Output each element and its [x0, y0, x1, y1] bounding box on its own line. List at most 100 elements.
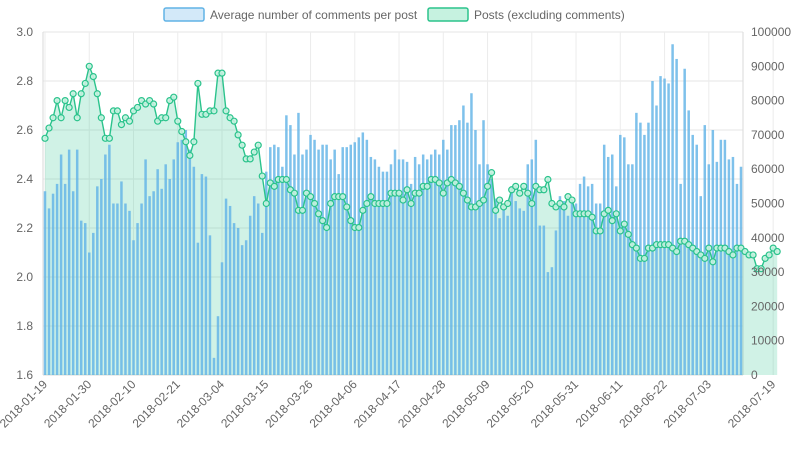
posts-point[interactable] [41, 134, 49, 142]
bar[interactable] [180, 139, 184, 375]
posts-point[interactable] [89, 72, 97, 81]
bar[interactable] [566, 215, 570, 375]
bar[interactable] [578, 183, 582, 375]
bar[interactable] [442, 139, 445, 375]
bar[interactable] [635, 112, 638, 375]
posts-point[interactable] [298, 206, 307, 214]
bar[interactable] [140, 203, 143, 376]
bar[interactable] [309, 134, 312, 375]
bar[interactable] [353, 142, 357, 375]
bar[interactable] [47, 208, 51, 375]
bar[interactable] [345, 147, 348, 375]
bar[interactable] [321, 144, 324, 375]
bar[interactable] [176, 142, 180, 375]
posts-point[interactable] [483, 182, 492, 190]
posts-point[interactable] [640, 254, 649, 262]
bar[interactable] [269, 147, 272, 375]
posts-point[interactable] [282, 175, 290, 184]
posts-point[interactable] [105, 134, 113, 142]
posts-point[interactable] [395, 189, 403, 197]
bar[interactable] [514, 201, 517, 375]
posts-point[interactable] [491, 206, 500, 214]
bar[interactable] [623, 137, 626, 375]
legend-item-avg-comments[interactable]: Average number of comments per post [163, 7, 418, 22]
bar[interactable] [606, 156, 610, 375]
bar[interactable] [450, 125, 453, 375]
posts-point[interactable] [403, 186, 411, 194]
bar[interactable] [333, 149, 336, 375]
bar[interactable] [116, 203, 119, 376]
posts-point[interactable] [306, 193, 315, 201]
posts-point[interactable] [65, 103, 73, 112]
posts-point[interactable] [616, 227, 624, 235]
posts-point[interactable] [310, 199, 319, 208]
bar[interactable] [675, 58, 678, 375]
bar[interactable] [144, 159, 147, 375]
bar[interactable] [108, 144, 111, 375]
bar[interactable] [409, 183, 413, 375]
bar[interactable] [429, 154, 433, 376]
bar[interactable] [389, 164, 393, 375]
bar[interactable] [228, 205, 232, 375]
bar[interactable] [679, 183, 682, 375]
posts-point[interactable] [439, 189, 447, 197]
bar[interactable] [462, 105, 465, 376]
bar[interactable] [337, 174, 340, 375]
bar[interactable] [192, 166, 196, 375]
posts-point[interactable] [612, 210, 620, 218]
posts-point[interactable] [709, 258, 717, 266]
posts-point[interactable] [343, 203, 351, 211]
bar[interactable] [562, 201, 566, 375]
bar[interactable] [156, 169, 159, 375]
bar[interactable] [277, 147, 280, 375]
bar[interactable] [152, 191, 155, 375]
bar[interactable] [317, 149, 320, 375]
bar[interactable] [454, 125, 457, 375]
bar[interactable] [128, 210, 131, 375]
bar[interactable] [273, 144, 276, 375]
bar[interactable] [172, 159, 175, 375]
posts-point[interactable] [234, 131, 242, 139]
bar[interactable] [240, 245, 244, 375]
posts-point[interactable] [190, 138, 198, 146]
posts-point[interactable] [359, 206, 367, 214]
posts-point[interactable] [314, 210, 323, 218]
posts-point[interactable] [61, 96, 69, 105]
posts-point[interactable] [327, 199, 335, 208]
bar[interactable] [723, 139, 727, 375]
posts-point[interactable] [383, 199, 391, 208]
posts-point[interactable] [73, 114, 81, 122]
bar[interactable] [43, 191, 47, 375]
bar[interactable] [256, 203, 260, 376]
posts-point[interactable] [701, 254, 709, 262]
bar[interactable] [349, 144, 352, 375]
posts-point[interactable] [749, 251, 757, 259]
bar[interactable] [261, 232, 264, 375]
bar[interactable] [104, 154, 107, 376]
bar[interactable] [663, 78, 666, 376]
bar[interactable] [397, 159, 401, 375]
bar[interactable] [421, 154, 425, 376]
posts-point[interactable] [540, 186, 548, 194]
bar[interactable] [699, 196, 702, 375]
posts-point[interactable] [588, 213, 596, 221]
bar[interactable] [711, 130, 715, 375]
bar[interactable] [329, 159, 332, 375]
posts-point[interactable] [363, 199, 371, 208]
bar[interactable] [506, 215, 509, 375]
bar[interactable] [59, 154, 63, 376]
bar[interactable] [691, 134, 694, 375]
bar[interactable] [490, 179, 493, 375]
bar[interactable] [313, 139, 316, 375]
posts-point[interactable] [604, 206, 612, 214]
bar[interactable] [631, 164, 634, 375]
bar[interactable] [51, 193, 55, 375]
posts-point[interactable] [528, 199, 536, 208]
posts-point[interactable] [339, 193, 347, 201]
bar[interactable] [75, 149, 79, 375]
bar[interactable] [550, 267, 554, 375]
bar[interactable] [586, 186, 590, 375]
posts-point[interactable] [524, 189, 532, 197]
bar[interactable] [466, 122, 469, 376]
bar[interactable] [602, 144, 606, 375]
